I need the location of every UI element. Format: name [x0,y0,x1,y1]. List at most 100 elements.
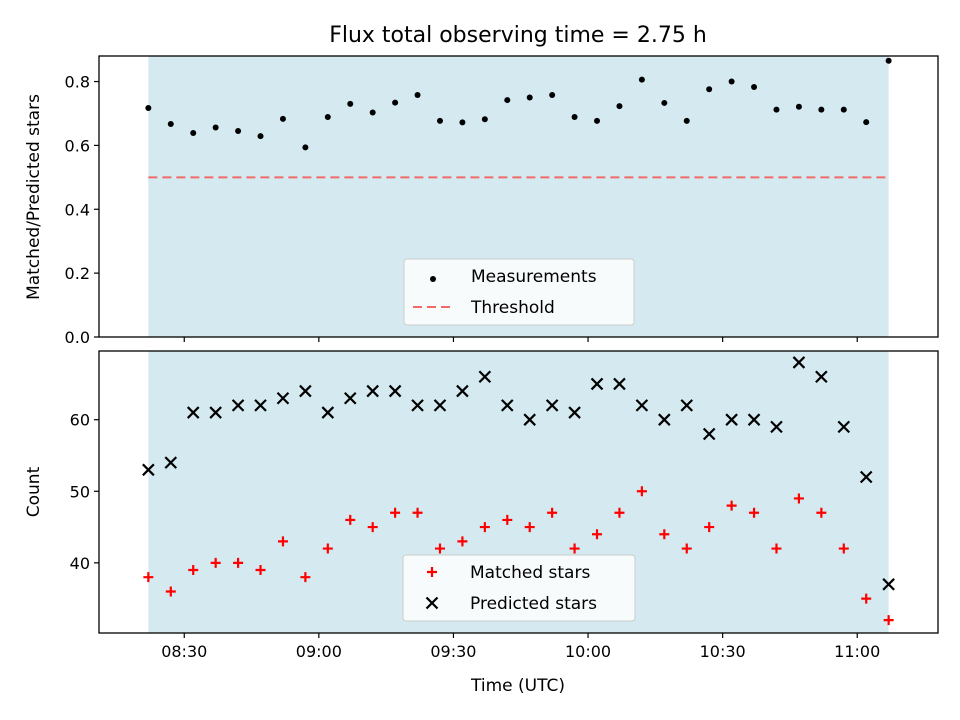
matched-stars-point [726,500,737,511]
matched-stars-point [883,615,894,626]
matched-stars-point [793,493,804,504]
predicted-stars-point [568,406,581,419]
count-panel: 40 50 60 08:30 09:00 09:30 10:00 10:30 11:00 Matc… [70,350,939,661]
measurement-point [549,91,556,98]
matched-stars-point [479,522,490,533]
measurement-point [885,57,892,64]
y-tick-label: 50 [70,482,90,501]
x-tick-label: 10:00 [565,642,611,661]
matched-stars-point [502,514,513,525]
measurement-point [616,103,623,110]
matched-stars-point [322,543,333,554]
predicted-stars-point [658,413,671,426]
matched-stars-point [412,507,423,518]
predicted-stars-point [792,356,806,369]
matched-stars-point [345,514,356,525]
measurement-point [504,97,511,104]
predicted-stars-point [523,413,536,426]
predicted-stars-point [635,399,649,412]
matched-stars-point [210,557,221,568]
measurement-point [347,100,354,107]
measurement-point [190,129,197,136]
measurement-point [863,119,870,126]
y-tick-label: 0.4 [65,200,90,219]
measurement-point [145,105,152,112]
measurement-point [571,113,578,120]
predicted-stars-point [186,406,200,419]
predicted-stars-point [859,470,873,484]
predicted-stars-point [501,399,514,412]
matched-stars-point [434,543,445,554]
predicted-stars-point [815,370,828,384]
y-tick-label: 60 [70,411,90,430]
measurement-point [324,113,331,120]
measurement-point [257,133,264,140]
predicted-stars-point [366,384,379,398]
predicted-stars-point [882,578,895,591]
matched-stars-point [143,572,154,583]
predicted-stars-point [411,399,424,412]
measurement-point [279,115,286,122]
measurement-point [212,124,219,131]
predicted-stars-point [142,463,155,477]
predicted-stars-point [747,413,761,426]
measurement-point [728,78,735,85]
measurement-point [459,119,466,126]
y-tick-label: 0.6 [65,136,90,155]
legend-label: Matched stars [470,563,590,583]
x-axis-label: Time (UTC) [470,676,565,696]
measurement-point [683,117,690,124]
matched-stars-point [277,536,288,547]
legend-marker-measurements [430,276,436,282]
x-tick-label: 09:30 [430,642,476,661]
predicted-stars-point [254,399,267,412]
matched-stars-point [367,522,378,533]
measurement-point [751,83,758,90]
y-axis-label-count: Count [24,466,44,517]
x-tick-label: 11:00 [834,642,880,661]
predicted-stars-point [276,391,290,405]
predicted-stars-point [433,399,447,412]
measurement-point [795,103,802,110]
matched-stars-point [704,522,715,533]
measurement-point [167,121,174,128]
legend-marker-predicted [425,596,439,610]
legend-label: Threshold [470,298,555,318]
predicted-stars-point [725,413,738,426]
predicted-stars-point [299,384,312,398]
matched-stars-point [390,507,401,518]
matched-stars-point [457,536,468,547]
matched-stars-point [255,565,266,576]
measurement-point [302,144,309,151]
matched-stars-point [547,507,558,518]
matched-stars-point [816,507,827,518]
y-axis-label-ratio: Matched/Predicted stars [24,94,44,300]
matched-stars-point [636,486,647,497]
matched-stars-point [861,593,872,604]
measurement-point [481,116,488,123]
axes-frame [98,55,939,338]
measurement-point [661,99,668,106]
matched-stars-point [165,586,176,597]
x-tick-label: 08:30 [161,642,207,661]
measurement-point [773,106,780,113]
legend-label: Predicted stars [470,594,597,614]
measurement-point [235,128,242,135]
predicted-stars-point [321,406,335,419]
matched-stars-point [614,507,625,518]
predicted-stars-point [388,384,402,398]
predicted-stars-point [209,406,222,419]
matched-stars-point [188,565,199,576]
predicted-stars-point [613,377,626,391]
matched-stars-point [592,529,603,540]
y-tick-label: 0.8 [65,73,90,92]
y-tick-label: 0.2 [65,264,90,283]
matched-stars-point [300,572,311,583]
x-tick-label: 10:30 [700,642,746,661]
predicted-stars-point [680,399,694,412]
axes-frame [98,350,939,634]
matched-stars-point [233,557,244,568]
x-tick-label: 09:00 [296,642,342,661]
legend-marker-matched [427,567,437,577]
matched-stars-point [681,543,692,554]
